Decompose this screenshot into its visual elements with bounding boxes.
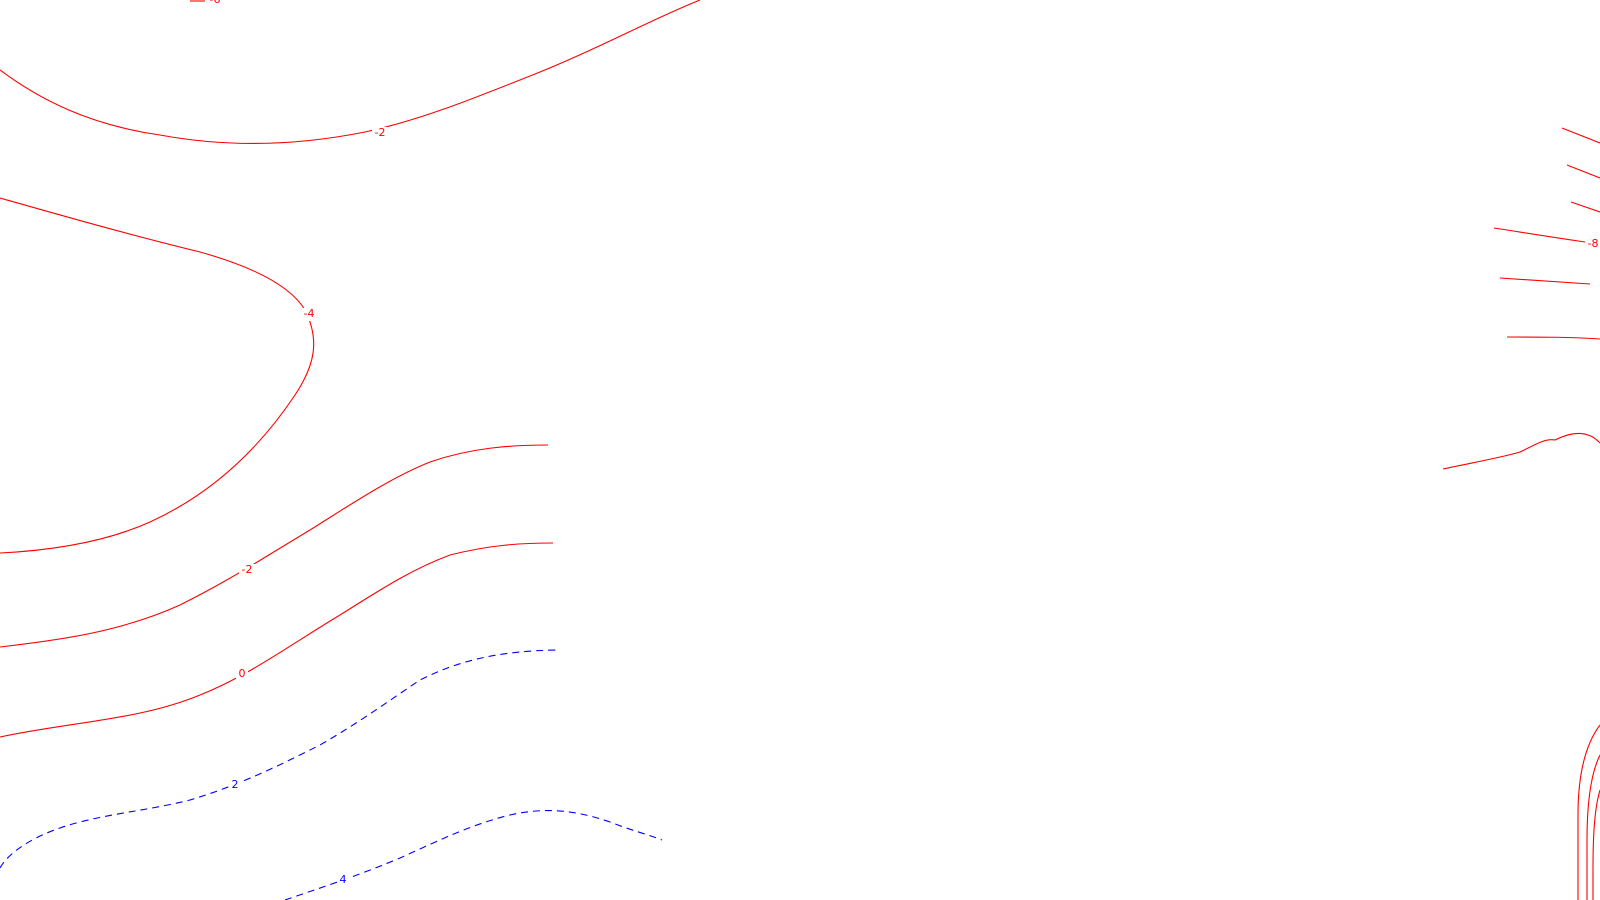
contour-right-4 <box>1493 227 1586 243</box>
label-mid-upper: -2 <box>239 563 255 577</box>
label-mid-lower-text: 0 <box>239 667 246 680</box>
contour-right-2 <box>1566 164 1600 179</box>
label-dashed-upper: 2 <box>229 778 241 791</box>
contour-top-arc <box>0 0 701 144</box>
contour-dashed-upper <box>0 649 557 869</box>
label-right-edge: -8 <box>1586 237 1600 250</box>
label-top-partial: -6 <box>208 0 222 6</box>
contour-right-6 <box>1506 336 1600 340</box>
label-mid-upper-text: -2 <box>242 563 253 576</box>
label-dashed-upper-text: 2 <box>232 778 239 791</box>
contour-right-10 <box>1592 789 1600 900</box>
label-top-arc: -2 <box>372 126 388 140</box>
contour-right-7 <box>1442 433 1600 470</box>
contour-mid-upper <box>0 444 549 648</box>
contour-left-loop <box>0 197 315 554</box>
label-dashed-lower-text: 4 <box>340 873 347 886</box>
contour-right-1 <box>1561 127 1600 144</box>
label-mid-lower: 0 <box>236 667 248 680</box>
label-top-arc-text: -2 <box>375 126 386 139</box>
label-right-edge-text: -8 <box>1588 237 1599 250</box>
contour-right-8 <box>1577 724 1600 900</box>
label-left-loop: -4 <box>301 307 317 321</box>
contour-mid-lower <box>0 542 554 738</box>
contour-right-9 <box>1586 754 1600 900</box>
label-top-partial-text: -6 <box>210 0 221 6</box>
label-left-loop-text: -4 <box>304 307 315 320</box>
contour-right-5 <box>1499 277 1591 285</box>
label-dashed-lower: 4 <box>337 873 349 886</box>
contour-dashed-lower <box>284 809 663 900</box>
contour-right-3 <box>1570 201 1600 213</box>
